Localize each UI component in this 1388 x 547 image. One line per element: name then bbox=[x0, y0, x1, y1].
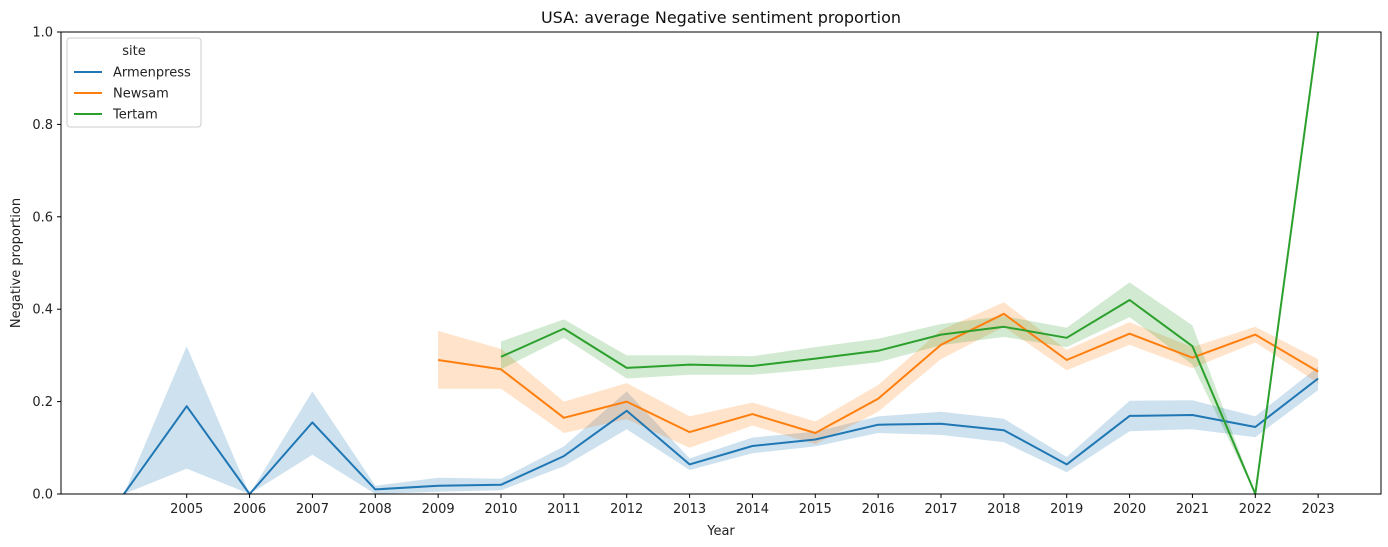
y-tick-label: 0.0 bbox=[32, 488, 53, 503]
confidence-bands bbox=[123, 32, 1319, 494]
x-tick-label: 2008 bbox=[359, 502, 392, 517]
x-tick-label: 2010 bbox=[484, 502, 517, 517]
x-tick-label: 2014 bbox=[736, 502, 769, 517]
x-axis-label: Year bbox=[706, 524, 735, 539]
newsam-line bbox=[437, 312, 1319, 434]
tertam-line bbox=[500, 31, 1320, 495]
y-tick-label: 0.2 bbox=[32, 395, 53, 410]
legend-label-tertam: Tertam bbox=[112, 108, 158, 123]
legend-box bbox=[66, 37, 202, 128]
x-tick-label: 2020 bbox=[1113, 502, 1146, 517]
x-tick-label: 2011 bbox=[547, 502, 580, 517]
y-tick-label: 0.4 bbox=[32, 303, 53, 318]
axes: 2005 2006 2007 2008 2009 2010 2011 2012 2013 2014… bbox=[32, 26, 1382, 517]
x-tick-label: 2012 bbox=[610, 502, 643, 517]
newsam-confidence-band bbox=[438, 302, 1319, 448]
x-tick-label: 2005 bbox=[170, 502, 203, 517]
legend-label-newsam: Newsam bbox=[113, 87, 169, 102]
x-tick-label: 2022 bbox=[1239, 502, 1272, 517]
series-lines bbox=[123, 31, 1320, 495]
armenpress-line bbox=[123, 377, 1319, 495]
chart-title: USA: average Negative sentiment proporti… bbox=[541, 8, 901, 27]
x-tick-label: 2017 bbox=[924, 502, 957, 517]
x-tick-label: 2006 bbox=[233, 502, 266, 517]
plot-frame bbox=[60, 31, 1382, 495]
x-tick-label: 2015 bbox=[799, 502, 832, 517]
x-tick-label: 2013 bbox=[673, 502, 706, 517]
legend-label-armenpress: Armenpress bbox=[113, 66, 191, 81]
legend: site Armenpress Newsam Tertam bbox=[66, 37, 202, 128]
y-tick-label: 1.0 bbox=[32, 26, 53, 41]
y-tick-label: 0.8 bbox=[32, 118, 53, 133]
x-tick-label: 2023 bbox=[1302, 502, 1335, 517]
y-tick-label: 0.6 bbox=[32, 210, 53, 225]
legend-title: site bbox=[122, 44, 145, 59]
x-tick-label: 2009 bbox=[422, 502, 455, 517]
x-tick-label: 2021 bbox=[1176, 502, 1209, 517]
x-tick-label: 2018 bbox=[987, 502, 1020, 517]
x-tick-label: 2019 bbox=[1050, 502, 1083, 517]
x-tick-label: 2007 bbox=[296, 502, 329, 517]
y-axis-label: Negative proportion bbox=[9, 198, 24, 328]
x-tick-label: 2016 bbox=[862, 502, 895, 517]
